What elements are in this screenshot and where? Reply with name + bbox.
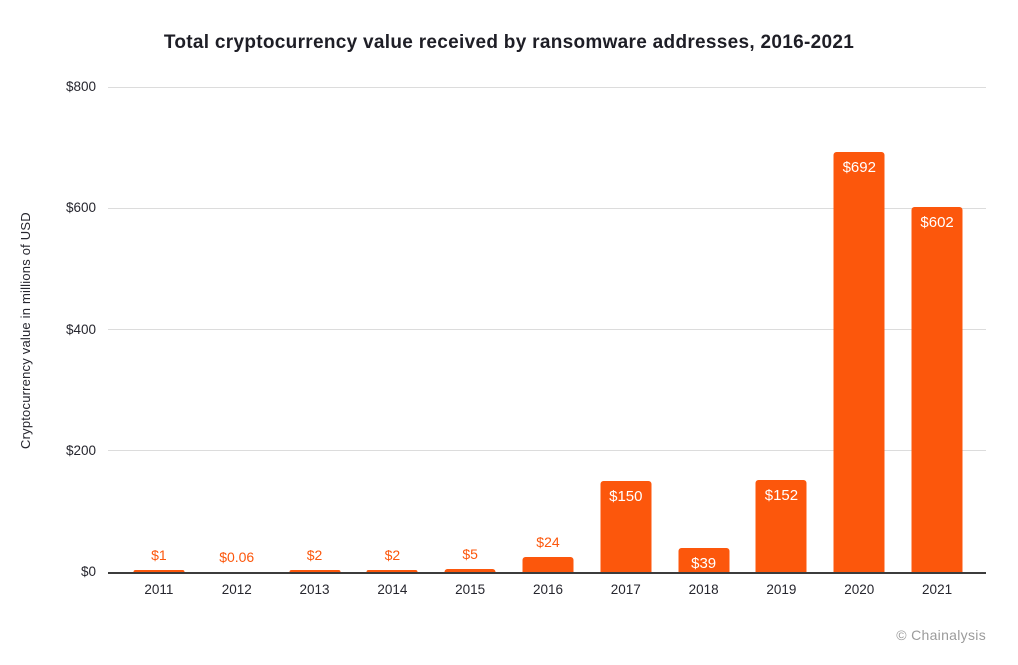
bar-2015 bbox=[444, 568, 496, 572]
gridline-400 bbox=[108, 329, 986, 330]
x-tick-label-2019: 2019 bbox=[766, 582, 797, 597]
copyright-credit: © Chainalysis bbox=[896, 627, 986, 643]
gridline-200 bbox=[108, 450, 986, 452]
bar-slot-2011: $1 2011 bbox=[120, 87, 198, 597]
bar-2011 bbox=[133, 570, 185, 572]
chart-title: Total cryptocurrency value received by r… bbox=[163, 32, 855, 53]
bar-slot-2021: $602 2021 bbox=[898, 87, 976, 597]
x-tick-label-2013: 2013 bbox=[299, 582, 330, 597]
bar-slot-2014: $2 2014 bbox=[353, 87, 431, 597]
y-tick-label-400: $400 bbox=[65, 321, 96, 337]
x-tick-label-2011: 2011 bbox=[144, 582, 174, 597]
gridline-800 bbox=[108, 86, 986, 88]
bar-2013 bbox=[289, 570, 341, 572]
value-label-2015: $5 bbox=[462, 545, 478, 562]
y-tick-label-600: $600 bbox=[65, 200, 96, 216]
bar-slot-2016: $24 2016 bbox=[509, 87, 587, 597]
bar-2020: $692 bbox=[833, 152, 885, 572]
x-tick-label-2016: 2016 bbox=[532, 582, 563, 597]
value-label-2017: $150 bbox=[609, 488, 643, 506]
bar-slot-2020: $692 2020 bbox=[820, 87, 898, 597]
gridline-600 bbox=[108, 207, 986, 209]
bar-2018: $39 bbox=[678, 548, 730, 573]
x-tick-label-2012: 2012 bbox=[221, 582, 252, 597]
y-tick-label-0: $0 bbox=[80, 564, 96, 579]
value-label-2016: $24 bbox=[536, 534, 560, 551]
bar-slot-2017: $150 2017 bbox=[587, 87, 665, 597]
x-tick-label-2018: 2018 bbox=[688, 582, 719, 597]
value-label-2012: $0.06 bbox=[219, 548, 255, 565]
y-tick-label-200: $200 bbox=[65, 442, 96, 458]
bar-2017: $150 bbox=[600, 481, 652, 572]
bar-2016 bbox=[522, 557, 574, 572]
value-label-2020: $692 bbox=[842, 159, 876, 177]
value-label-2021: $602 bbox=[920, 214, 954, 232]
plot-area: $1 2011 $0.06 2012 $2 2013 $2 2014 $5 2015 $24 2016… bbox=[108, 86, 986, 597]
x-tick-label-2021: 2021 bbox=[922, 582, 953, 597]
bar-slot-2019: $152 2019 bbox=[743, 87, 821, 597]
value-label-2011: $1 bbox=[151, 547, 167, 563]
bar-2014 bbox=[366, 570, 418, 572]
bars-container: $1 2011 $0.06 2012 $2 2013 $2 2014 $5 2015 $24 2016… bbox=[120, 87, 976, 597]
y-tick-label-800: $800 bbox=[65, 79, 96, 94]
value-label-2013: $2 bbox=[306, 547, 323, 563]
bar-2019: $152 bbox=[755, 479, 807, 572]
x-tick-label-2014: 2014 bbox=[377, 582, 408, 597]
bar-2021: $602 bbox=[911, 207, 963, 572]
y-axis-tick-labels: $0 $200 $400 $600 $800 bbox=[0, 79, 96, 579]
bar-slot-2013: $2 2013 bbox=[276, 87, 354, 597]
value-label-2014: $2 bbox=[384, 547, 401, 563]
value-label-2019: $152 bbox=[764, 486, 799, 504]
x-tick-label-2020: 2020 bbox=[844, 582, 875, 597]
bar-slot-2012: $0.06 2012 bbox=[198, 87, 276, 597]
bar-slot-2015: $5 2015 bbox=[431, 87, 509, 597]
x-tick-label-2017: 2017 bbox=[610, 582, 641, 597]
value-label-2018: $39 bbox=[691, 555, 717, 573]
x-tick-label-2015: 2015 bbox=[455, 582, 486, 597]
bar-slot-2018: $39 2018 bbox=[665, 87, 743, 597]
